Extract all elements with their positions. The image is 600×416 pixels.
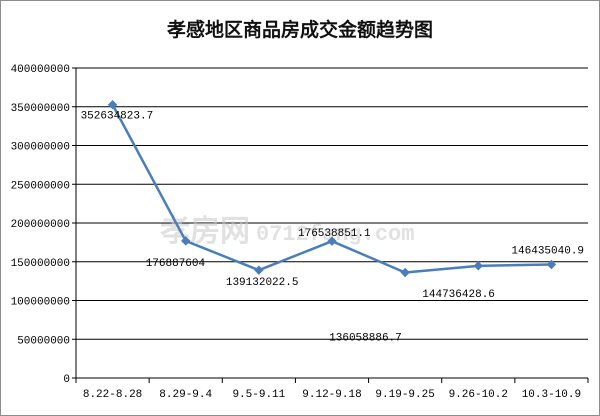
- data-points: [107, 100, 557, 278]
- data-point: [254, 265, 264, 275]
- y-tick-label: 350000000: [11, 103, 70, 115]
- data-point: [107, 100, 118, 110]
- y-tick-label: 400000000: [11, 64, 70, 76]
- x-tick-label: 10.3-10.9: [522, 389, 581, 401]
- x-axis-ticks: 8.22-8.28 8.29-9.4 9.5-9.11 9.12-9.18 9.19-9…: [75, 378, 589, 401]
- x-tick-label: 8.29-9.4: [159, 389, 212, 401]
- data-point: [181, 236, 191, 246]
- data-label: 146435040.9: [511, 246, 584, 258]
- x-tick-label: 9.26-10.2: [449, 389, 508, 401]
- data-labels: 352634823.7 176887604 139132022.5 176538851…: [81, 111, 584, 345]
- data-point: [546, 259, 557, 270]
- data-label: 176887604: [146, 258, 206, 270]
- y-tick-label: 200000000: [11, 219, 70, 231]
- x-tick-label: 9.12-9.18: [302, 389, 361, 401]
- y-tick-label: 150000000: [11, 258, 70, 270]
- chart-title: 孝感地区商品房成交金额趋势图: [167, 18, 433, 41]
- data-label: 352634823.7: [81, 111, 154, 123]
- data-point: [400, 267, 410, 278]
- x-tick-label: 9.19-9.25: [375, 389, 434, 401]
- y-tick-label: 250000000: [11, 180, 70, 192]
- data-label: 176538851.1: [298, 228, 371, 240]
- y-tick-label: 100000000: [11, 297, 70, 309]
- y-axis-ticks: 0 50000000 100000000 150000000 200000000 2500…: [11, 64, 76, 386]
- data-label: 139132022.5: [226, 277, 299, 289]
- data-label: 144736428.6: [422, 289, 495, 301]
- x-tick-label: 8.22-8.28: [83, 389, 142, 401]
- y-tick-label: 300000000: [11, 142, 70, 154]
- data-label: 136058886.7: [329, 333, 402, 345]
- y-tick-label: 50000000: [17, 335, 70, 347]
- y-tick-label: 0: [63, 374, 70, 386]
- watermark: 孝房网 0712fang.com: [160, 214, 414, 249]
- data-point: [327, 236, 337, 246]
- gridlines: [76, 67, 588, 340]
- x-tick-label: 9.5-9.11: [232, 389, 285, 401]
- data-point: [473, 261, 483, 271]
